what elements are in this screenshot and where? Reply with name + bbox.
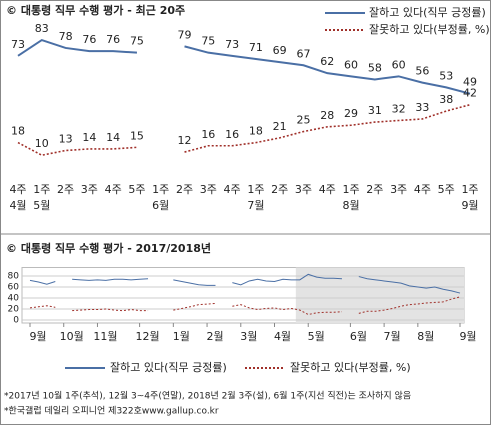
- data-label: 78: [59, 30, 73, 43]
- series-line: [17, 38, 471, 95]
- x-tick-label: 2주: [57, 183, 74, 196]
- x-tick-label: 4주: [414, 183, 431, 196]
- legend-label: 잘하고 있다(직무 긍정률): [110, 360, 227, 374]
- data-label: 53: [439, 69, 453, 82]
- data-label: 73: [11, 38, 25, 51]
- y-tick-label: 0: [13, 316, 19, 326]
- y-tick-label: 60: [8, 283, 20, 293]
- x-tick-label: 2주: [176, 183, 193, 196]
- data-label: 21: [273, 120, 287, 133]
- recent-highlight: [295, 267, 464, 323]
- data-label: 13: [59, 132, 73, 145]
- x-tick-label: 4주: [319, 183, 336, 196]
- x-tick-label: 3주: [81, 183, 98, 196]
- x-month-label: 9월: [461, 199, 478, 212]
- x-tick-label: 4월: [274, 330, 291, 343]
- data-label: 83: [35, 22, 49, 35]
- data-label: 29: [344, 107, 358, 120]
- x-tick-label: 7월: [384, 330, 401, 343]
- data-label: 49: [463, 76, 477, 89]
- data-label: 25: [296, 114, 310, 127]
- data-label: 28: [320, 109, 334, 122]
- x-tick-label: 1주: [461, 183, 478, 196]
- data-label: 10: [35, 137, 49, 150]
- x-tick-label: 1주: [247, 183, 264, 196]
- legend-label: 잘못하고 있다(부정률, %): [369, 22, 490, 36]
- x-tick-label: 4주: [224, 183, 241, 196]
- footnote: *한국갤럽 데일리 오피니언 제322호www.gallup.co.kr: [4, 405, 219, 417]
- series-line: [17, 103, 471, 157]
- data-label: 71: [249, 41, 263, 54]
- data-label: 73: [225, 38, 239, 51]
- series-line: [29, 273, 461, 294]
- footnote: *2017년 10월 1주(추석), 12월 3~4주(연말), 2018년 2…: [4, 390, 411, 402]
- y-tick-label: 20: [8, 305, 20, 315]
- data-label: 42: [463, 87, 477, 100]
- data-label: 62: [320, 55, 334, 68]
- data-label: 67: [296, 47, 310, 60]
- data-label: 16: [225, 128, 239, 141]
- data-label: 60: [344, 58, 358, 71]
- data-label: 76: [82, 33, 96, 46]
- x-tick-label: 1월: [173, 330, 190, 343]
- x-tick-label: 3주: [390, 183, 407, 196]
- legend-label: 잘못하고 있다(부정률, %): [290, 360, 411, 374]
- x-tick-label: 4주: [9, 183, 26, 196]
- chart-title: © 대통령 직무 수행 평가 - 2017/2018년: [6, 241, 211, 255]
- x-tick-label: 5월: [308, 330, 325, 343]
- data-label: 18: [11, 125, 25, 138]
- legend-label: 잘하고 있다(직무 긍정률): [369, 5, 486, 19]
- x-month-label: 5월: [33, 199, 50, 212]
- data-label: 14: [82, 131, 96, 144]
- x-tick-label: 12월: [136, 330, 160, 343]
- y-tick-label: 40: [8, 294, 20, 304]
- x-tick-label: 6월: [350, 330, 367, 343]
- x-tick-label: 2주: [271, 183, 288, 196]
- x-tick-label: 9월: [29, 330, 46, 343]
- x-tick-label: 5주: [128, 183, 145, 196]
- chart-title: © 대통령 직무 수행 평가 - 최근 20주: [6, 3, 185, 17]
- x-month-label: 6월: [152, 199, 169, 212]
- x-tick-label: 4주: [105, 183, 122, 196]
- x-month-label: 7월: [247, 199, 264, 212]
- x-tick-label: 5주: [438, 183, 455, 196]
- data-label: 32: [392, 103, 406, 116]
- x-tick-label: 3주: [295, 183, 312, 196]
- data-label: 56: [415, 65, 429, 78]
- data-label: 12: [178, 134, 192, 147]
- data-label: 18: [249, 125, 263, 138]
- series-line: [29, 296, 461, 316]
- data-label: 79: [178, 28, 192, 41]
- x-tick-label: 8월: [417, 330, 434, 343]
- x-tick-label: 1주: [152, 183, 169, 196]
- data-label: 38: [439, 93, 453, 106]
- data-label: 14: [106, 131, 120, 144]
- data-label: 75: [201, 35, 215, 48]
- data-label: 15: [130, 129, 144, 142]
- data-label: 76: [106, 33, 120, 46]
- data-label: 16: [201, 128, 215, 141]
- data-label: 31: [368, 104, 382, 117]
- data-label: 60: [392, 58, 406, 71]
- x-tick-label: 3주: [200, 183, 217, 196]
- y-tick-label: 80: [8, 272, 20, 282]
- x-tick-label: 3월: [240, 330, 257, 343]
- x-tick-label: 9월: [459, 330, 476, 343]
- x-tick-label: 2주: [366, 183, 383, 196]
- data-label: 58: [368, 61, 382, 74]
- x-tick-label: 1주: [33, 183, 50, 196]
- x-tick-label: 10월: [60, 330, 84, 343]
- x-month-label: 4월: [9, 199, 26, 212]
- x-tick-label: 2월: [206, 330, 223, 343]
- data-label: 75: [130, 35, 144, 48]
- x-tick-label: 1주: [342, 183, 359, 196]
- data-label: 69: [273, 44, 287, 57]
- x-month-label: 8월: [342, 199, 359, 212]
- x-tick-label: 11월: [93, 330, 117, 343]
- data-label: 33: [415, 101, 429, 114]
